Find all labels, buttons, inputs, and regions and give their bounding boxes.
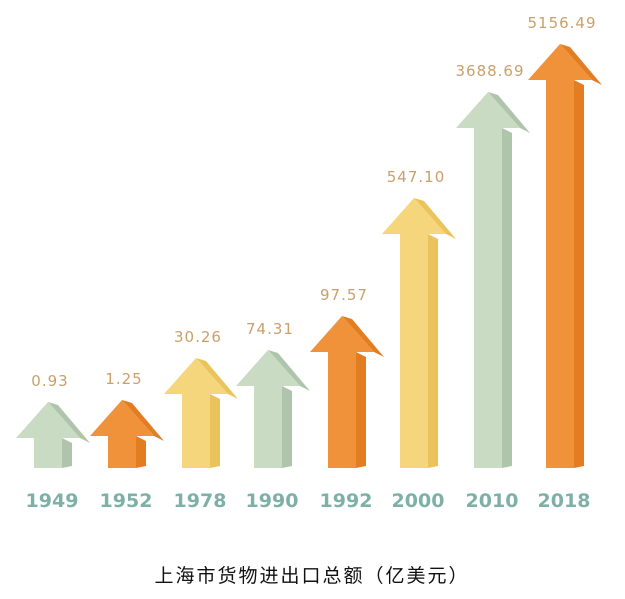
value-label: 547.10: [387, 168, 446, 186]
arrow-front-1978: [164, 358, 228, 468]
arrow-front-2000: [382, 198, 446, 468]
arrow-front-2010: [456, 92, 520, 468]
arrow-shaft-side: [356, 352, 366, 468]
arrow-head-side: [560, 44, 602, 85]
value-label: 30.26: [174, 328, 222, 346]
arrow-shaft-side: [282, 386, 292, 468]
arrow-head-side: [122, 400, 164, 441]
arrow-head-side: [414, 198, 456, 239]
arrow-head-side: [196, 358, 238, 399]
year-label: 2018: [538, 490, 591, 512]
value-label: 74.31: [246, 320, 294, 338]
year-label: 1990: [246, 490, 299, 512]
year-label: 2010: [466, 490, 519, 512]
year-label: 1992: [320, 490, 373, 512]
arrow-front-1992: [310, 316, 374, 468]
arrow-shaft-side: [210, 394, 220, 468]
arrow-head-side: [48, 402, 90, 443]
chart-title: 上海市货物进出口总额（亿美元）: [154, 565, 469, 587]
arrow-front-1949: [16, 402, 80, 468]
arrow-head-side: [342, 316, 384, 357]
arrow-shaft-side: [502, 128, 512, 468]
arrow-front-2018: [528, 44, 592, 468]
value-label: 3688.69: [455, 62, 524, 80]
arrow-shaft-side: [62, 438, 72, 468]
value-label: 0.93: [31, 372, 68, 390]
value-label: 97.57: [320, 286, 368, 304]
value-label: 5156.49: [527, 14, 596, 32]
arrow-head-side: [268, 350, 310, 391]
arrow-shaft-side: [428, 234, 438, 468]
year-label: 1949: [26, 490, 79, 512]
year-label: 1952: [100, 490, 153, 512]
year-label: 1978: [174, 490, 227, 512]
year-label: 2000: [392, 490, 445, 512]
arrow-shaft-side: [574, 80, 584, 468]
arrow-front-1952: [90, 400, 154, 468]
value-label: 1.25: [105, 370, 142, 388]
arrow-front-1990: [236, 350, 300, 468]
arrow-head-side: [488, 92, 530, 133]
arrow-shaft-side: [136, 436, 146, 468]
